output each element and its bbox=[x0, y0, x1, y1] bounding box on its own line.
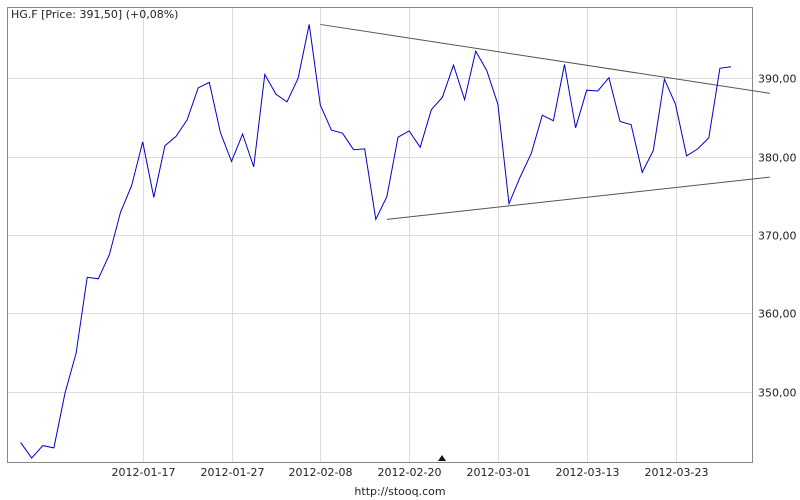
scroll-marker-icon[interactable] bbox=[438, 455, 446, 461]
trendline bbox=[386, 176, 770, 220]
source-url[interactable]: http://stooq.com bbox=[354, 485, 445, 498]
y-tick-label: 360,00 bbox=[758, 308, 797, 321]
x-tick-label: 2012-03-13 bbox=[556, 466, 620, 479]
x-tick-label: 2012-03-01 bbox=[467, 466, 531, 479]
price-series-line bbox=[20, 24, 732, 459]
x-tick-label: 2012-03-23 bbox=[645, 466, 709, 479]
x-tick-label: 2012-01-27 bbox=[201, 466, 265, 479]
trendline bbox=[320, 23, 770, 94]
y-tick-label: 370,00 bbox=[758, 230, 797, 243]
y-tick-label: 350,00 bbox=[758, 387, 797, 400]
y-tick-label: 390,00 bbox=[758, 73, 797, 86]
x-tick-label: 2012-01-17 bbox=[112, 466, 176, 479]
x-tick-label: 2012-02-20 bbox=[378, 466, 442, 479]
y-tick-label: 380,00 bbox=[758, 152, 797, 165]
x-tick-label: 2012-02-08 bbox=[289, 466, 353, 479]
chart-title: HG.F [Price: 391,50] (+0,08%) bbox=[11, 8, 178, 21]
